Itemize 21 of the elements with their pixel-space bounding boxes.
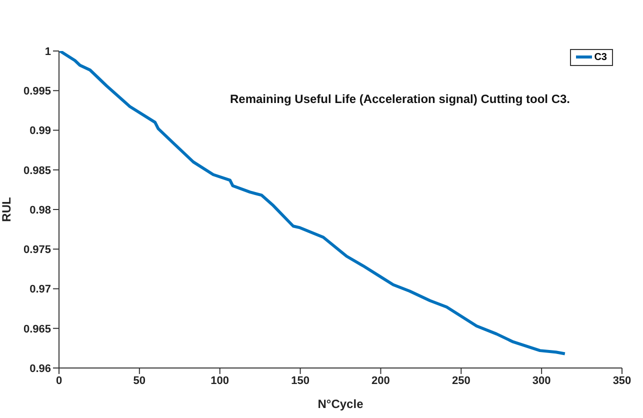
y-tick-label: 0.985: [23, 164, 51, 177]
y-tick-label: 0.98: [30, 204, 51, 216]
text: Remaining Useful Life (Acceleration signal) Cutting tool C3.: [228, 92, 572, 106]
legend-label: C3: [594, 52, 607, 62]
x-tick-label: 200: [372, 374, 390, 387]
x-tick-label: 250: [452, 374, 470, 387]
y-tick-label: 0.96: [30, 362, 51, 375]
x-tick-label: 0: [56, 374, 62, 387]
y-tick-label: 0.97: [30, 284, 51, 296]
x-tick-label: 100: [210, 374, 230, 387]
y-tick-label: 0.99: [30, 125, 51, 138]
x-axis-title: N°Cycle: [318, 397, 364, 411]
y-tick-label: 0.965: [23, 323, 51, 336]
y-tick-label: 0.975: [23, 244, 51, 256]
x-tick-label: 150: [291, 374, 310, 387]
y-tick-label: 1: [44, 46, 51, 58]
x-tick-label: 300: [532, 374, 551, 387]
x-tick-label: 350: [612, 374, 632, 387]
y-tick-label: 0.995: [23, 86, 51, 98]
y-axis-title: RUL: [0, 197, 14, 222]
x-tick-label: 50: [133, 374, 146, 387]
